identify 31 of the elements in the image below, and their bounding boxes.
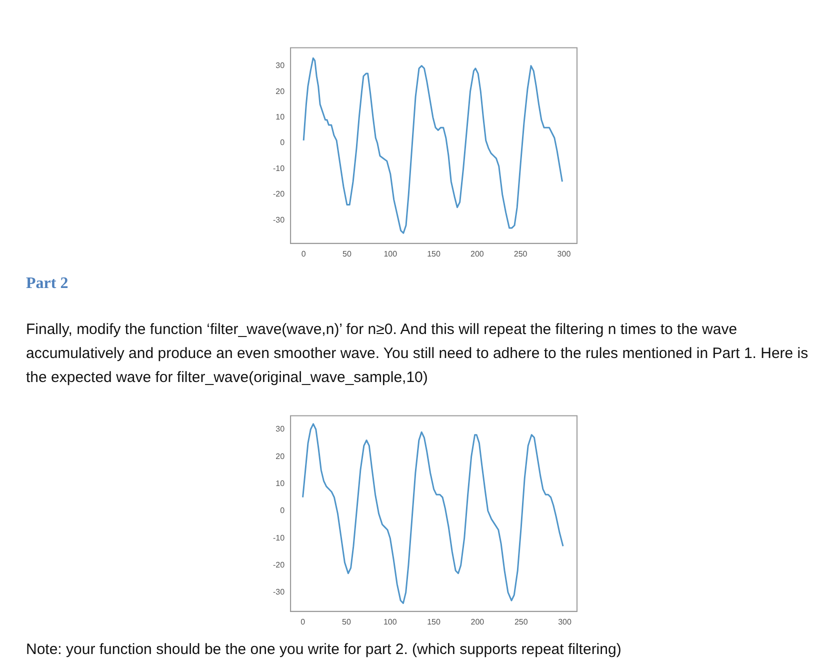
x-tick-label: 300 [557, 249, 572, 258]
y-tick-label: -20 [273, 560, 286, 570]
y-tick-label: 10 [276, 478, 286, 488]
x-tick-label: 250 [514, 249, 528, 258]
x-tick-label: 100 [384, 249, 398, 258]
x-tick-label: 200 [470, 617, 485, 626]
y-tick-label: 0 [280, 138, 286, 148]
y-tick-label: 20 [276, 452, 286, 461]
x-tick-label: 150 [427, 249, 441, 258]
y-tick-label: -10 [273, 164, 286, 173]
x-tick-label: 50 [342, 617, 352, 626]
y-tick-label: -10 [273, 533, 286, 542]
y-tick-label: -20 [273, 190, 286, 199]
x-tick-label: 300 [558, 617, 572, 626]
y-tick-label: 0 [280, 506, 286, 516]
x-tick-label: 200 [470, 249, 484, 258]
x-tick-label: 50 [342, 249, 352, 258]
x-tick-label: 150 [427, 617, 441, 626]
x-tick-label: 0 [300, 617, 306, 626]
y-tick-label: -30 [273, 588, 286, 597]
text: Finally, modify the function ‘filter_wave(wave,n)’ for n≥0. And this will repeat the filtering n times to the wave accumulatively and produce an even smoother wave. You still need to adhere to the rules mentioned in Part 1. Here is the expected wave for filter_wave(original_wave_sample,10) [25, 320, 810, 388]
x-tick-label: 250 [514, 617, 528, 626]
x-tick-label: 0 [301, 249, 306, 258]
y-tick-label: -30 [273, 215, 286, 224]
text: Part 2 [25, 274, 70, 294]
text: Note: your function should be the one you write for part 2. (which supports repeat filtering) [25, 640, 622, 660]
y-tick-label: 10 [276, 112, 286, 122]
y-tick-label: 30 [276, 61, 286, 70]
y-tick-label: 30 [276, 424, 286, 434]
y-tick-label: 20 [276, 86, 286, 96]
x-tick-label: 100 [383, 617, 398, 626]
